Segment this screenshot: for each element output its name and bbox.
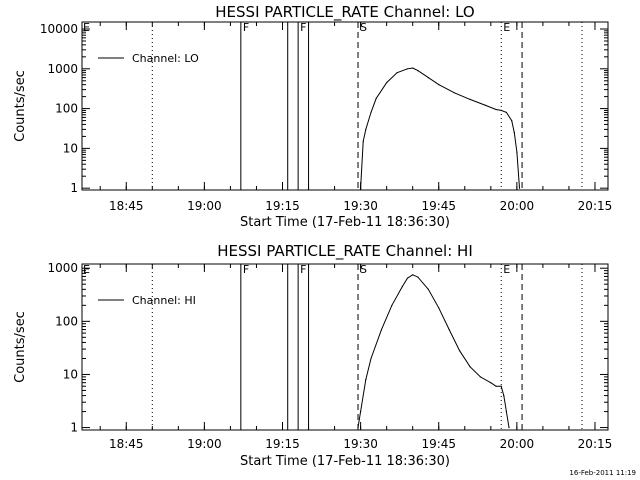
- data-point: [365, 379, 367, 381]
- x-tick-label: 19:30: [343, 437, 378, 451]
- x-axis-label: Start Time (17-Feb-11 18:36:30): [240, 454, 450, 469]
- data-point: [365, 128, 367, 130]
- data-point: [495, 385, 497, 387]
- marker-flag: S: [360, 263, 367, 276]
- marker-flag: F: [300, 263, 306, 276]
- x-tick-label: 19:00: [187, 199, 222, 213]
- footer-timestamp: 16-Feb-2011 11:19: [569, 469, 636, 477]
- data-point: [500, 109, 502, 111]
- data-point: [360, 187, 362, 189]
- chart-title: HESSI PARTICLE_RATE Channel: LO: [215, 3, 474, 22]
- data-point: [357, 427, 359, 429]
- data-point: [508, 427, 510, 429]
- data-point: [406, 68, 409, 70]
- plot-frame: [81, 263, 609, 431]
- x-tick-label: 20:00: [500, 437, 535, 451]
- data-point: [362, 140, 364, 142]
- y-tick-label: 1: [70, 421, 78, 435]
- data-point: [380, 329, 383, 331]
- x-tick-label: 19:30: [343, 199, 378, 213]
- data-point: [513, 132, 515, 134]
- x-tick-label: 20:00: [500, 199, 535, 213]
- y-tick-label: 1000: [47, 261, 78, 275]
- chart-panel-1: HESSI PARTICLE_RATE Channel: LO 18:45 19:0…: [13, 3, 612, 230]
- x-tick-label: 19:15: [265, 437, 300, 451]
- marker-flag: F: [300, 21, 306, 34]
- x-tick-label: 20:15: [578, 437, 613, 451]
- data-point: [370, 357, 372, 360]
- data-point: [406, 277, 409, 279]
- x-tick-label: 18:45: [109, 199, 144, 213]
- chart-title: HESSI PARTICLE_RATE Channel: HI: [217, 242, 473, 261]
- x-tick-label: 19:45: [421, 199, 456, 213]
- data-point: [386, 82, 388, 84]
- data-point: [453, 92, 455, 94]
- y-axis-label: Counts/sec: [13, 70, 28, 142]
- data-point: [490, 382, 492, 384]
- data-point: [503, 395, 505, 397]
- y-tick-label: 100: [55, 314, 78, 328]
- data-point: [469, 366, 471, 368]
- data-point: [412, 67, 414, 69]
- x-tick-label: 20:15: [578, 199, 613, 213]
- y-tick-label: 100: [55, 102, 78, 116]
- y-tick-label: 10: [63, 367, 78, 381]
- data-point: [370, 111, 372, 113]
- plot-frame: [81, 21, 609, 191]
- marker-flag: E: [503, 263, 510, 276]
- edge-flag: E: [83, 21, 90, 34]
- data-point: [412, 274, 414, 276]
- data-point: [479, 376, 481, 378]
- edge-flag: E: [83, 263, 90, 276]
- y-tick-label: 1: [70, 181, 78, 195]
- marker-flag: E: [503, 21, 510, 34]
- data-point: [438, 307, 440, 309]
- data-point: [417, 70, 419, 72]
- data-point: [516, 151, 518, 153]
- marker-flag: F: [243, 263, 249, 276]
- x-tick-label: 19:15: [265, 199, 300, 213]
- x-tick-label: 19:00: [187, 437, 222, 451]
- data-point: [500, 385, 502, 387]
- data-point: [417, 276, 419, 278]
- chart-panel-2: HESSI PARTICLE_RATE Channel: HI 18:45 19:0…: [13, 242, 612, 469]
- data-point: [360, 411, 362, 413]
- series-line: [357, 274, 510, 428]
- data-point: [396, 72, 398, 74]
- marker-flag: S: [360, 21, 367, 34]
- legend-label: Channel: HI: [132, 294, 196, 307]
- data-point: [469, 98, 471, 100]
- data-point: [401, 286, 403, 288]
- x-axis-label: Start Time (17-Feb-11 18:36:30): [240, 215, 450, 230]
- data-point: [427, 77, 429, 79]
- x-tick-label: 18:45: [109, 437, 144, 451]
- legend-label: Channel: LO: [132, 52, 199, 65]
- y-tick-label: 10: [63, 141, 78, 155]
- data-point: [448, 329, 450, 331]
- y-tick-label: 1000: [47, 62, 78, 76]
- marker-flag: F: [243, 21, 249, 34]
- y-axis-label: Counts/sec: [13, 311, 28, 383]
- data-point: [438, 84, 440, 86]
- data-point: [495, 108, 497, 111]
- data-point: [518, 187, 521, 189]
- data-point: [505, 111, 507, 113]
- data-point: [375, 97, 377, 99]
- series-line: [360, 67, 520, 189]
- x-tick-label: 19:45: [421, 437, 456, 451]
- data-point: [459, 350, 461, 352]
- data-point: [427, 288, 429, 290]
- data-point: [505, 411, 507, 413]
- data-point: [391, 304, 393, 306]
- y-tick-label: 10000: [40, 22, 78, 36]
- data-point: [485, 104, 487, 106]
- data-point: [511, 120, 513, 122]
